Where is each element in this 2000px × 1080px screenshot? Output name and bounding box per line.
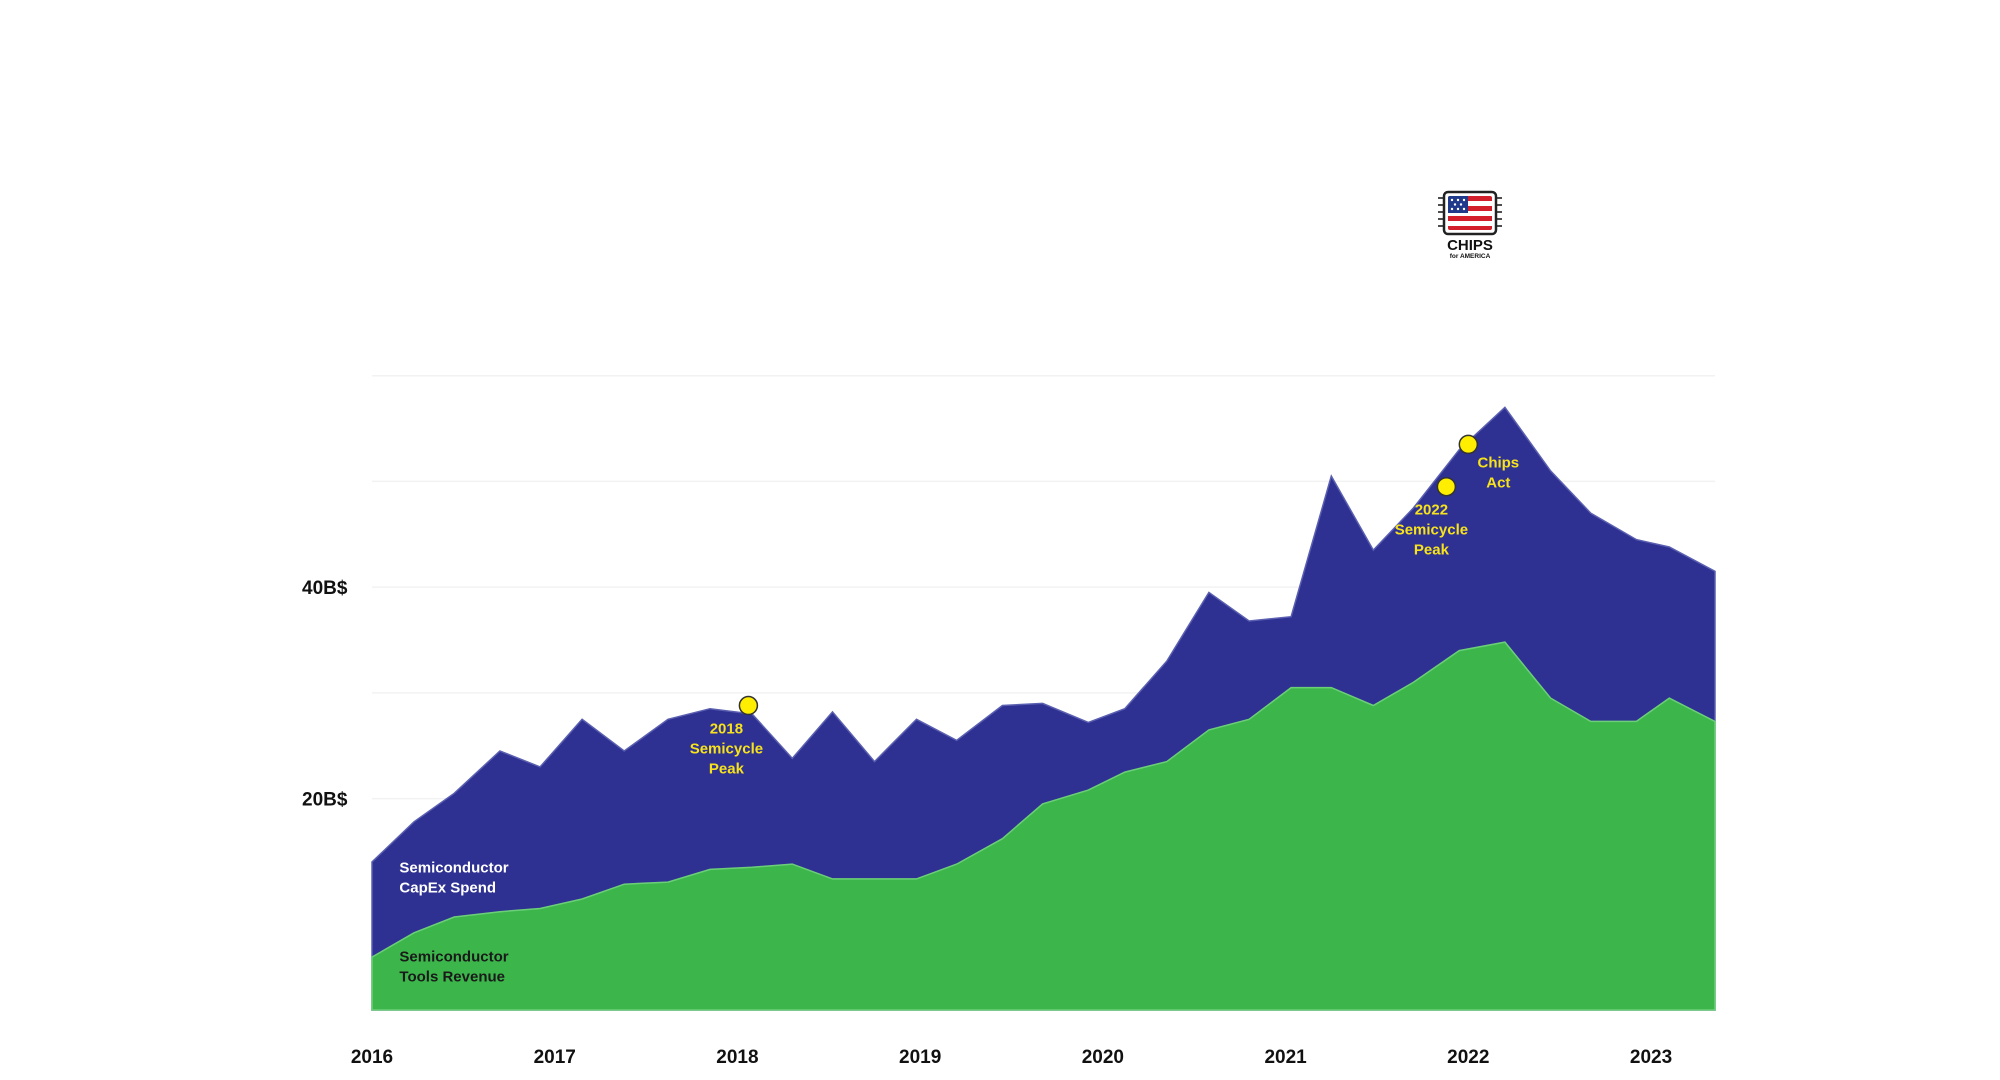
annotation-label: Chips (1477, 454, 1519, 471)
series-label: Semiconductor (399, 860, 508, 877)
annotation-label: Peak (709, 761, 745, 778)
series-area-tools-revenue (371, 641, 1716, 1011)
annotation-marker (738, 695, 759, 716)
series-label: CapEx Spend (399, 880, 496, 897)
y-axis-ticks: 20B$ 40B$ (302, 578, 348, 810)
chips-for-america-logo: CHIPS for AMERICA (1438, 190, 1502, 260)
y-tick-label: 40B$ (302, 578, 348, 599)
annotation-marker (1436, 476, 1457, 497)
series-labels: Semiconductor CapEx Spend Semiconductor Too… (399, 860, 508, 986)
x-tick-label: 2017 (534, 1047, 576, 1068)
annotation-label: 2022 (1415, 502, 1448, 519)
x-tick-label: 2022 (1447, 1047, 1489, 1068)
series-label: Semiconductor (399, 948, 508, 965)
annotation-label: 2018 (710, 721, 743, 738)
x-tick-label: 2019 (899, 1047, 941, 1068)
x-tick-label: 2021 (1264, 1047, 1307, 1068)
logo-subtext: for AMERICA (1450, 253, 1491, 260)
x-tick-label: 2023 (1630, 1047, 1672, 1068)
x-tick-label: 2020 (1082, 1047, 1124, 1068)
annotation-label: Semicycle (1395, 522, 1468, 539)
annotation-marker (1458, 434, 1479, 455)
x-axis-ticks: 2016 2017 2018 2019 2020 2021 2022 2023 (351, 1047, 1672, 1068)
annotation-label: Peak (1414, 542, 1450, 559)
x-tick-label: 2016 (351, 1047, 393, 1068)
annotations: 2018 Semicycle Peak 2022 Semicycle Peak Chips A… (690, 434, 1519, 778)
y-tick-label: 20B$ (302, 790, 348, 811)
x-tick-label: 2018 (716, 1047, 758, 1068)
logo-text: CHIPS (1447, 237, 1493, 254)
series-areas (371, 406, 1716, 1011)
annotation-label: Semicycle (690, 741, 763, 758)
annotation-label: Act (1486, 474, 1510, 491)
series-label: Tools Revenue (399, 968, 505, 985)
